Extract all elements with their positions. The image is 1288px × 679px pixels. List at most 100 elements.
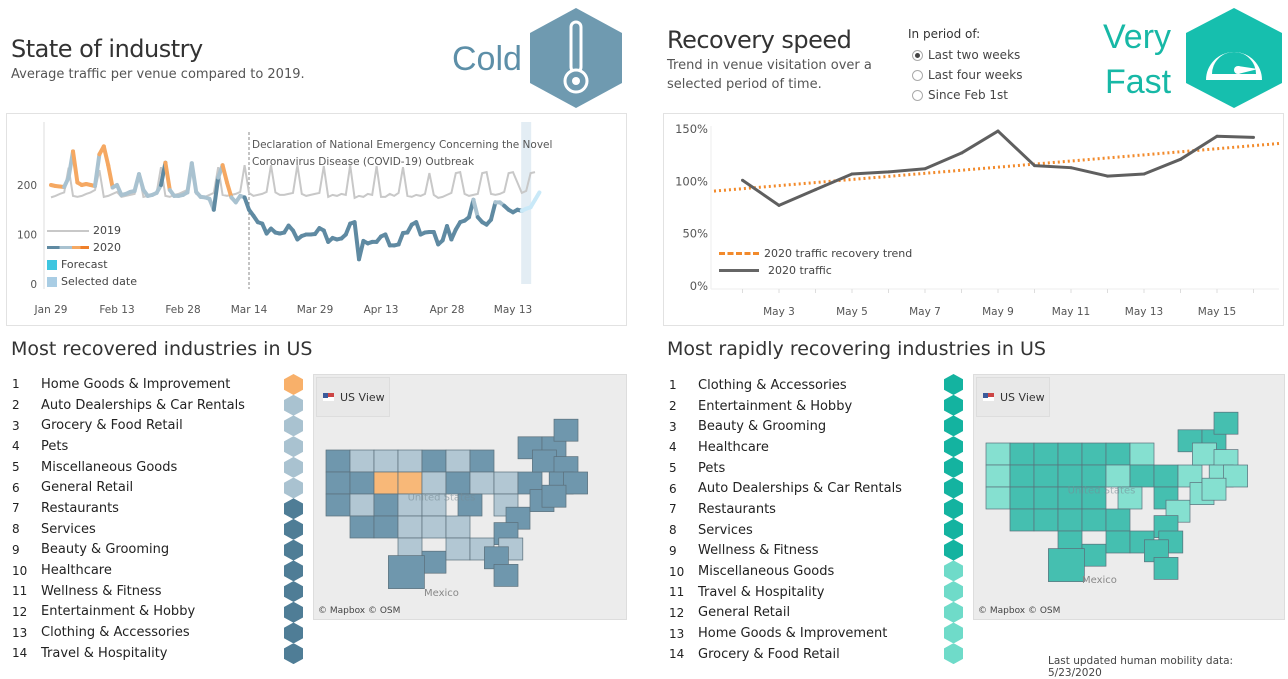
radio-label: Last four weeks	[928, 68, 1023, 82]
industry-name: Miscellaneous Goods	[698, 564, 834, 579]
industry-hexagon-marker[interactable]	[944, 374, 963, 395]
us-view-label: US View	[340, 391, 385, 404]
industry-hexagon-marker[interactable]	[284, 395, 303, 416]
traffic-2020-point	[1216, 135, 1219, 138]
state-ar	[1082, 509, 1106, 531]
legend-item-trend: 2020 traffic recovery trend	[719, 245, 912, 262]
industry-name: Travel & Hospitality	[41, 646, 168, 661]
rapid-us-map[interactable]: United States US View Mexico © Mapbox © …	[973, 374, 1285, 620]
state-oh	[494, 472, 518, 494]
industry-hexagon-marker[interactable]	[284, 581, 303, 602]
industry-hexagon-marker[interactable]	[944, 415, 963, 436]
industry-hexagon-marker[interactable]	[284, 519, 303, 540]
map-credit[interactable]: © Mapbox © OSM	[978, 606, 1060, 616]
y-tick-label: 100	[17, 230, 37, 242]
industry-hexagon-marker[interactable]	[284, 498, 303, 519]
radio-last-two-weeks[interactable]: Last two weeks	[912, 45, 1023, 65]
state-wa	[326, 450, 350, 472]
industry-name: Home Goods & Improvement	[698, 626, 887, 641]
legend-label: 2020	[93, 241, 121, 254]
industry-hexagon-marker[interactable]	[944, 395, 963, 416]
industry-hexagon-marker[interactable]	[284, 643, 303, 664]
radio-unchecked-icon[interactable]	[912, 70, 923, 81]
industry-hexagon-marker[interactable]	[944, 457, 963, 478]
industry-hexagon-marker[interactable]	[944, 602, 963, 623]
radio-unchecked-icon[interactable]	[912, 90, 923, 101]
industry-hexagon-marker[interactable]	[284, 415, 303, 436]
industry-hexagon-marker[interactable]	[944, 519, 963, 540]
industry-hexagon-marker[interactable]	[944, 581, 963, 602]
state-me	[554, 419, 578, 441]
map-credit[interactable]: © Mapbox © OSM	[318, 606, 400, 616]
state-me	[1214, 412, 1238, 434]
us-view-button[interactable]: US View	[976, 377, 1050, 417]
radio-since-feb-1st[interactable]: Since Feb 1st	[912, 85, 1023, 105]
industry-rank: 9	[12, 543, 41, 557]
industry-hexagon-marker[interactable]	[284, 457, 303, 478]
industry-hexagon-marker[interactable]	[944, 540, 963, 561]
us-view-button[interactable]: US View	[316, 377, 390, 417]
industry-hexagon-marker[interactable]	[944, 436, 963, 457]
recovered-us-map[interactable]: United States US View Mexico © Mapbox © …	[313, 374, 627, 620]
industry-name: Pets	[41, 439, 68, 454]
industry-hexagon-marker[interactable]	[944, 643, 963, 664]
industry-hexagon-marker[interactable]	[944, 622, 963, 643]
x-tick-label: Mar 14	[231, 304, 268, 316]
industry-hexagon-marker[interactable]	[284, 478, 303, 499]
state-id	[1010, 443, 1034, 465]
industry-hexagon-marker[interactable]	[284, 560, 303, 581]
legend-line-2020	[47, 246, 89, 249]
industry-name: Pets	[698, 461, 725, 476]
legend-line-2019	[47, 230, 89, 232]
radio-checked-icon[interactable]	[912, 50, 923, 61]
industry-hexagon-marker[interactable]	[944, 560, 963, 581]
radio-last-four-weeks[interactable]: Last four weeks	[912, 65, 1023, 85]
industry-hexagon-marker[interactable]	[284, 622, 303, 643]
legend-swatch-forecast	[47, 260, 57, 270]
industry-hexagon-marker[interactable]	[284, 436, 303, 457]
industry-hexagon-marker[interactable]	[944, 498, 963, 519]
series-2020-segment	[214, 178, 218, 210]
industry-hexagon-marker[interactable]	[284, 374, 303, 395]
state-mt	[374, 450, 398, 472]
state-az	[1010, 509, 1034, 531]
industry-rank: 4	[669, 440, 698, 454]
radio-label: Last two weeks	[928, 48, 1020, 62]
industry-hexagon-marker[interactable]	[944, 478, 963, 499]
industry-hexagon-marker[interactable]	[284, 602, 303, 623]
series-2020-segment	[535, 192, 539, 199]
industry-hexagon-marker[interactable]	[284, 540, 303, 561]
industry-rank: 14	[669, 647, 698, 661]
series-2020-segment	[73, 151, 77, 182]
